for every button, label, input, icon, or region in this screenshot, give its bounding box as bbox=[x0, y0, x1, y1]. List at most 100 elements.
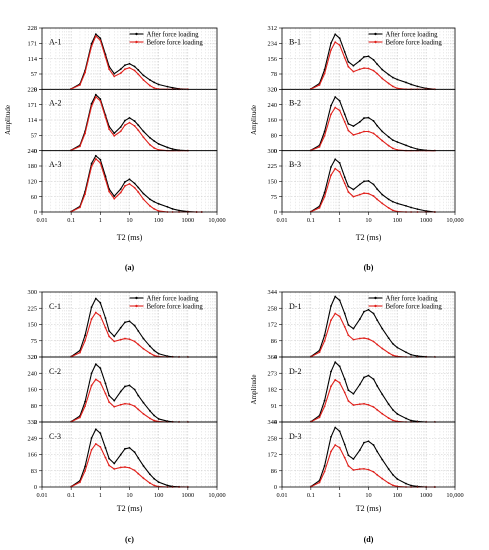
data-point-before bbox=[381, 412, 384, 415]
subplot-a-3: 0 60 120 180 240 A-3 bbox=[28, 148, 218, 216]
data-point-after bbox=[376, 450, 379, 453]
data-point-before bbox=[391, 354, 394, 357]
data-point-before bbox=[347, 334, 350, 337]
data-point-before bbox=[381, 202, 384, 205]
data-point-after bbox=[381, 130, 384, 133]
data-point-before bbox=[113, 197, 116, 200]
data-point-after bbox=[396, 141, 399, 143]
data-point-after bbox=[178, 209, 180, 212]
data-point-after bbox=[128, 178, 131, 181]
data-point-after bbox=[410, 83, 412, 86]
chart-panel-c: 0 75 150 225 300 C-1 0 80 160 240 320 C-2 0 83 166 249 3… bbox=[28, 289, 226, 544]
data-point-after bbox=[148, 136, 151, 139]
data-point-after bbox=[363, 56, 365, 58]
data-point-after bbox=[119, 68, 122, 71]
data-point-after bbox=[94, 33, 97, 36]
x-axis-label: T2 (ms) bbox=[117, 504, 143, 513]
data-point-after bbox=[142, 192, 145, 195]
data-point-before bbox=[148, 84, 151, 87]
y-tick-label: 91 bbox=[271, 403, 277, 410]
data-point-after bbox=[338, 299, 341, 302]
y-tick-label: 86 bbox=[271, 338, 277, 345]
data-point-before bbox=[387, 417, 390, 419]
data-point-before bbox=[381, 477, 384, 480]
data-point-after bbox=[347, 185, 350, 188]
data-point-after bbox=[363, 180, 365, 183]
data-point-after bbox=[94, 363, 97, 366]
data-point-after bbox=[84, 400, 86, 403]
data-point-after bbox=[381, 68, 384, 71]
data-point-after bbox=[372, 444, 375, 446]
data-point-after bbox=[367, 55, 370, 58]
data-point-before bbox=[347, 400, 350, 402]
subplot-label: A-3 bbox=[49, 160, 61, 169]
y-tick-label: 171 bbox=[28, 41, 37, 48]
data-point-after bbox=[99, 98, 102, 100]
legend-marker bbox=[374, 40, 377, 44]
subplot-a-1: 0 57 114 171 228 A-1 bbox=[28, 25, 218, 94]
data-point-before bbox=[330, 450, 332, 453]
data-point-before bbox=[108, 128, 111, 131]
data-point-before bbox=[363, 192, 365, 195]
data-point-before bbox=[119, 191, 122, 194]
data-point-before bbox=[323, 134, 326, 137]
chart-panel-b: 0 78 156 234 312 B-1 0 80 160 240 320 B-2 0 75 150 225 3… bbox=[250, 25, 464, 272]
legend-marker bbox=[374, 304, 377, 308]
series-line-after bbox=[70, 155, 202, 213]
subplot-label: A-2 bbox=[49, 99, 61, 108]
data-point-after bbox=[137, 124, 140, 127]
data-point-after bbox=[334, 295, 337, 298]
panel-caption: (a) bbox=[125, 263, 135, 272]
y-tick-label: 156 bbox=[268, 56, 277, 63]
series-line-after bbox=[70, 363, 188, 423]
data-point-before bbox=[90, 448, 93, 451]
data-point-after bbox=[358, 183, 361, 186]
y-tick-label: 0 bbox=[274, 209, 277, 216]
data-point-before bbox=[79, 84, 81, 86]
data-point-after bbox=[94, 93, 97, 96]
subplot-b-3: 0 75 150 225 300 B-3 bbox=[268, 148, 456, 216]
data-point-after bbox=[410, 353, 412, 356]
data-point-after bbox=[367, 440, 370, 443]
data-point-before bbox=[387, 482, 390, 484]
data-point-after bbox=[133, 451, 136, 454]
data-point-after bbox=[381, 327, 384, 330]
data-point-after bbox=[367, 374, 370, 377]
data-point-before bbox=[142, 477, 145, 480]
data-point-before bbox=[381, 139, 384, 142]
data-point-before bbox=[133, 469, 136, 472]
legend-entry: Before force loading bbox=[147, 39, 204, 46]
data-point-before bbox=[334, 378, 337, 381]
x-tick-label: 10,000 bbox=[208, 492, 225, 499]
y-tick-label: 172 bbox=[268, 322, 277, 329]
y-tick-label: 258 bbox=[268, 435, 277, 442]
data-point-before bbox=[84, 339, 86, 342]
data-point-before bbox=[318, 84, 321, 86]
data-point-after bbox=[148, 409, 151, 412]
data-point-after bbox=[387, 403, 390, 406]
data-point-before bbox=[79, 481, 81, 484]
data-point-before bbox=[372, 406, 375, 408]
legend-marker bbox=[135, 32, 138, 36]
x-tick-label: 0.01 bbox=[36, 217, 47, 224]
data-point-before bbox=[334, 106, 337, 109]
data-point-before bbox=[358, 193, 361, 196]
data-point-before bbox=[323, 340, 326, 342]
data-point-after bbox=[387, 198, 390, 201]
data-point-after bbox=[352, 327, 355, 330]
subplot-label: C-2 bbox=[49, 367, 61, 376]
data-point-before bbox=[372, 470, 375, 473]
series-line-after bbox=[310, 96, 435, 152]
data-point-after bbox=[99, 37, 102, 40]
data-point-after bbox=[323, 130, 326, 133]
data-point-before bbox=[124, 124, 126, 127]
data-point-after bbox=[171, 148, 174, 150]
subplot-c-3: 0 83 166 249 332 C-3 bbox=[28, 419, 218, 491]
data-point-after bbox=[108, 330, 111, 332]
data-point-before bbox=[124, 337, 126, 340]
data-point-after bbox=[352, 188, 355, 191]
data-point-before bbox=[84, 470, 86, 472]
data-point-after bbox=[142, 401, 145, 404]
y-axis-label: Amplitude bbox=[4, 105, 12, 135]
